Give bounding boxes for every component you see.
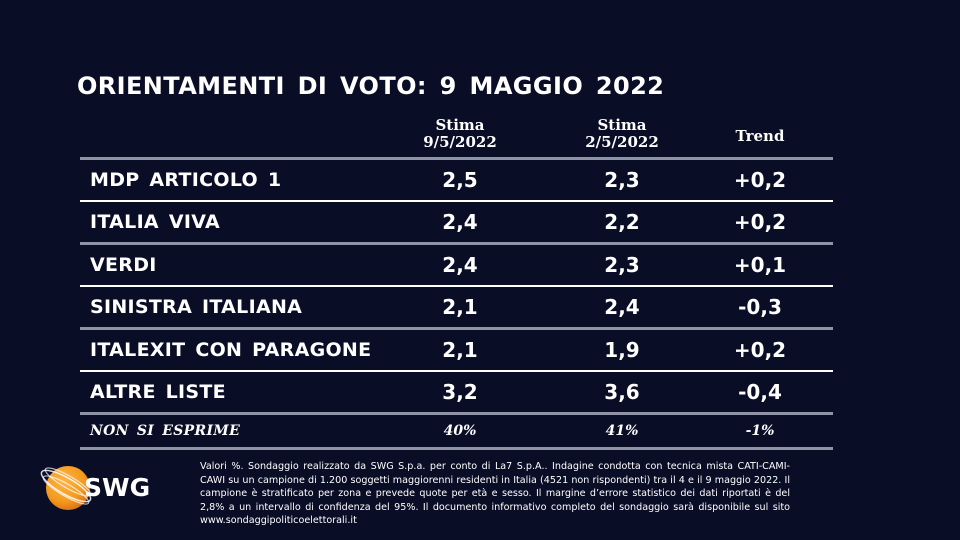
previous-value: 2,3 bbox=[604, 168, 640, 192]
divider bbox=[80, 447, 833, 450]
divider bbox=[80, 242, 833, 245]
table-row: ITALIA VIVA 2,4 2,2 +0,2 bbox=[80, 202, 833, 242]
header-label: Stima bbox=[435, 116, 485, 134]
header-date: 2/5/2022 bbox=[585, 133, 659, 151]
previous-value: 41% bbox=[605, 423, 639, 439]
swg-logo: SWG bbox=[84, 473, 151, 502]
page-title: ORIENTAMENTI DI VOTO: 9 MAGGIO 2022 bbox=[77, 72, 665, 100]
current-value: 2,4 bbox=[442, 210, 478, 234]
table-row: ITALEXIT CON PARAGONE 2,1 1,9 +0,2 bbox=[80, 330, 833, 370]
trend-value: +0,2 bbox=[733, 168, 787, 192]
current-value: 2,4 bbox=[442, 253, 478, 277]
header-date: 9/5/2022 bbox=[423, 133, 497, 151]
trend-value: -1% bbox=[745, 423, 775, 439]
divider bbox=[80, 370, 833, 372]
table-row: MDP ARTICOLO 1 2,5 2,3 +0,2 bbox=[80, 160, 833, 200]
current-value: 2,5 bbox=[442, 168, 478, 192]
party-name: MDP ARTICOLO 1 bbox=[90, 169, 282, 191]
previous-value: 2,2 bbox=[604, 210, 640, 234]
previous-value: 2,3 bbox=[604, 253, 640, 277]
current-value: 2,1 bbox=[442, 338, 478, 362]
table-row: VERDI 2,4 2,3 +0,1 bbox=[80, 245, 833, 285]
party-name: ITALEXIT CON PARAGONE bbox=[90, 339, 372, 361]
globe-icon bbox=[40, 466, 92, 510]
divider bbox=[80, 285, 833, 287]
divider bbox=[80, 200, 833, 202]
header-trend: Trend bbox=[735, 127, 785, 145]
trend-value: +0,2 bbox=[733, 210, 787, 234]
trend-value: -0,4 bbox=[738, 380, 782, 404]
table-row-non-si-esprime: NON SI ESPRIME 40% 41% -1% bbox=[80, 415, 833, 447]
poll-table: Stima 9/5/2022 Stima 2/5/2022 Trend MDP … bbox=[80, 117, 833, 450]
party-name: SINISTRA ITALIANA bbox=[90, 296, 303, 318]
header-current-estimate: Stima 9/5/2022 bbox=[410, 117, 510, 151]
trend-value: -0,3 bbox=[738, 295, 782, 319]
header-previous-estimate: Stima 2/5/2022 bbox=[572, 117, 672, 151]
trend-value: +0,1 bbox=[733, 253, 787, 277]
divider bbox=[80, 412, 833, 415]
party-name: VERDI bbox=[90, 254, 157, 276]
trend-value: +0,2 bbox=[733, 338, 787, 362]
previous-value: 3,6 bbox=[604, 380, 640, 404]
previous-value: 1,9 bbox=[604, 338, 640, 362]
current-value: 3,2 bbox=[442, 380, 478, 404]
current-value: 40% bbox=[443, 423, 477, 439]
header-label: Stima bbox=[597, 116, 647, 134]
methodology-note: Valori %. Sondaggio realizzato da SWG S.… bbox=[200, 461, 790, 526]
party-name: ALTRE LISTE bbox=[90, 381, 226, 403]
divider bbox=[80, 157, 833, 160]
divider bbox=[80, 327, 833, 330]
party-name: NON SI ESPRIME bbox=[90, 423, 241, 439]
previous-value: 2,4 bbox=[604, 295, 640, 319]
table-row: ALTRE LISTE 3,2 3,6 -0,4 bbox=[80, 372, 833, 412]
current-value: 2,1 bbox=[442, 295, 478, 319]
table-row: SINISTRA ITALIANA 2,1 2,4 -0,3 bbox=[80, 287, 833, 327]
table-header: Stima 9/5/2022 Stima 2/5/2022 Trend bbox=[80, 117, 833, 157]
party-name: ITALIA VIVA bbox=[90, 211, 220, 233]
